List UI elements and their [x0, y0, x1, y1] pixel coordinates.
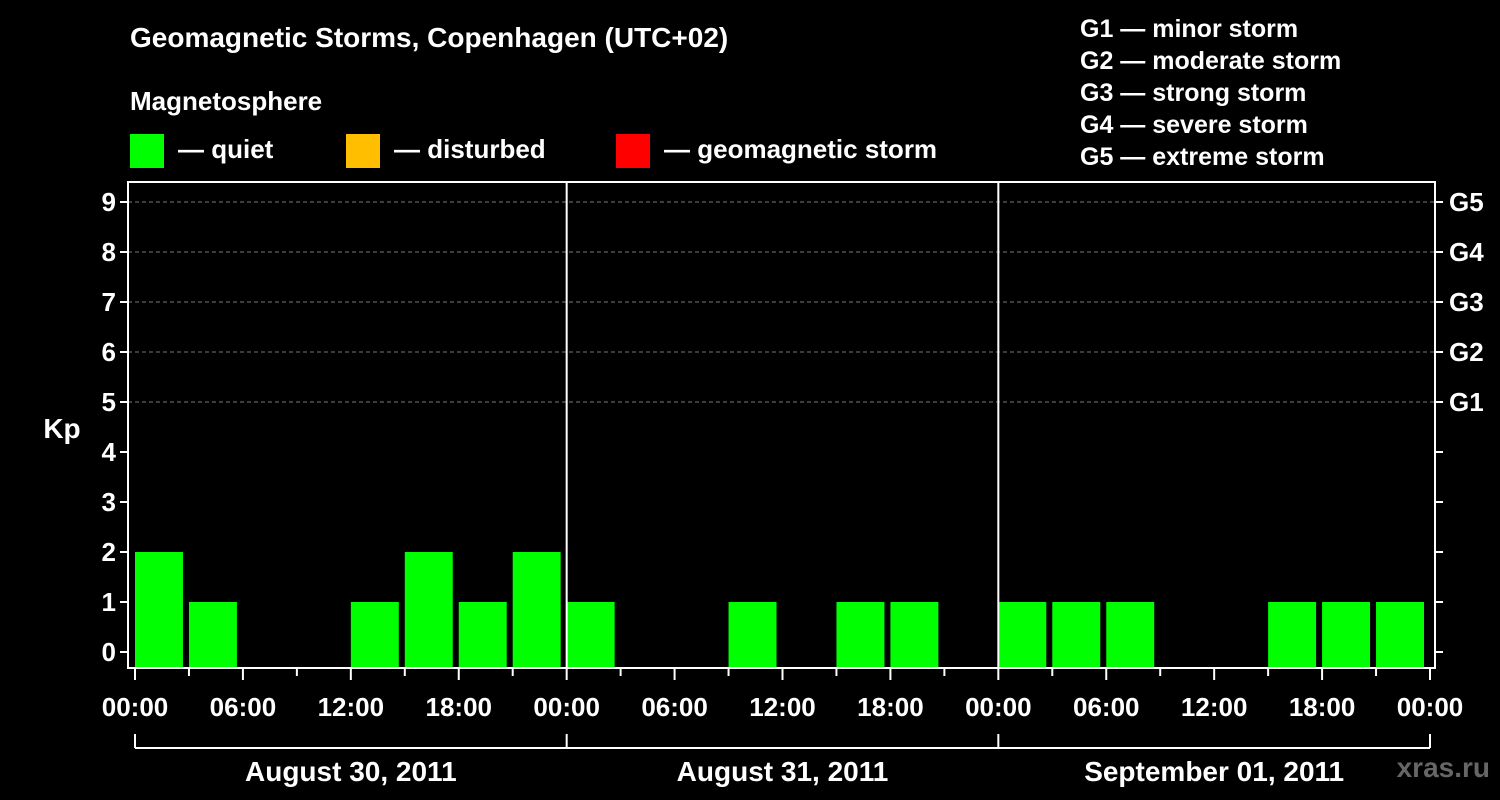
- kp-bar: [998, 602, 1047, 668]
- y-tick-label: 9: [102, 187, 116, 217]
- y-tick-label: 1: [102, 587, 116, 617]
- magnetosphere-label: Magnetosphere: [130, 86, 323, 116]
- x-tick-label: 00:00: [1397, 692, 1464, 722]
- legend-label-disturbed: — disturbed: [394, 134, 546, 164]
- storm-level-tick-label: G2: [1449, 337, 1484, 367]
- kp-bar: [1376, 602, 1424, 668]
- kp-bar: [404, 552, 453, 668]
- legend-swatch-disturbed: [346, 134, 380, 168]
- storm-level-tick-label: G3: [1449, 287, 1484, 317]
- kp-bar: [836, 602, 885, 668]
- storm-level-tick-label: G5: [1449, 187, 1484, 217]
- y-tick-label: 0: [102, 637, 116, 667]
- y-tick-label: 3: [102, 487, 116, 517]
- kp-bar: [1052, 602, 1101, 668]
- legend-swatch-quiet: [130, 134, 164, 168]
- x-tick-label: 00:00: [965, 692, 1032, 722]
- storm-level-g1: G1 — minor storm: [1080, 15, 1299, 43]
- storm-level-g3: G3 — strong storm: [1080, 79, 1307, 107]
- kp-bar: [188, 602, 237, 668]
- x-tick-label: 18:00: [426, 692, 493, 722]
- x-tick-label: 18:00: [1289, 692, 1356, 722]
- day-axis: August 30, 2011 August 31, 2011 September …: [134, 734, 1431, 787]
- legend-swatch-storm: [616, 134, 650, 168]
- x-tick-label: 12:00: [1181, 692, 1248, 722]
- legend-label-storm: — geomagnetic storm: [664, 134, 938, 164]
- legend-label-quiet: — quiet: [178, 134, 274, 164]
- kp-bar: [566, 602, 615, 668]
- kp-bar: [458, 602, 507, 668]
- x-tick-label: 12:00: [749, 692, 816, 722]
- kp-bar: [1106, 602, 1155, 668]
- kp-bar: [350, 602, 399, 668]
- y-axis-label: Kp: [43, 413, 80, 444]
- x-tick-label: 00:00: [533, 692, 600, 722]
- storm-level-g2: G2 — moderate storm: [1080, 47, 1342, 75]
- bars: [135, 552, 1424, 668]
- kp-bar: [1268, 602, 1317, 668]
- y-tick-label: 4: [102, 437, 117, 467]
- x-tick-label: 06:00: [210, 692, 277, 722]
- storm-level-tick-label: G4: [1449, 237, 1484, 267]
- watermark: xras.ru: [1396, 752, 1490, 783]
- day-label: August 30, 2011: [245, 756, 457, 787]
- storm-level-tick-label: G1: [1449, 387, 1484, 417]
- day-label: August 31, 2011: [677, 756, 889, 787]
- x-tick-label: 06:00: [1073, 692, 1140, 722]
- y-tick-label: 8: [102, 237, 116, 267]
- storm-level-g5: G5 — extreme storm: [1080, 143, 1325, 171]
- x-tick-label: 12:00: [318, 692, 385, 722]
- grid-lines: [128, 201, 1435, 403]
- kp-bar: [890, 602, 939, 668]
- day-label: September 01, 2011: [1084, 756, 1344, 787]
- y-axis: 0 1 2 3 4 5 6 7 8 9: [102, 187, 128, 667]
- plot-frame: [127, 181, 1436, 669]
- y-tick-label: 6: [102, 337, 116, 367]
- chart-title: Geomagnetic Storms, Copenhagen (UTC+02): [130, 22, 729, 53]
- plot-border: [127, 181, 1436, 669]
- y-tick-label: 5: [102, 387, 116, 417]
- x-tick-label: 06:00: [641, 692, 708, 722]
- storm-level-g4: G4 — severe storm: [1080, 111, 1308, 139]
- x-axis: 00:00 06:00 12:00 18:00 00:00 06:00 12:00 18:00…: [102, 668, 1464, 722]
- y-tick-label: 7: [102, 287, 116, 317]
- kp-bar: [512, 552, 561, 668]
- kp-bar: [728, 602, 777, 668]
- y-tick-label: 2: [102, 537, 116, 567]
- right-axis: G1 G2 G3 G4 G5: [1435, 187, 1484, 653]
- x-tick-label: 18:00: [857, 692, 924, 722]
- kp-bar: [135, 552, 183, 668]
- x-tick-label: 00:00: [102, 692, 169, 722]
- kp-bar: [1322, 602, 1371, 668]
